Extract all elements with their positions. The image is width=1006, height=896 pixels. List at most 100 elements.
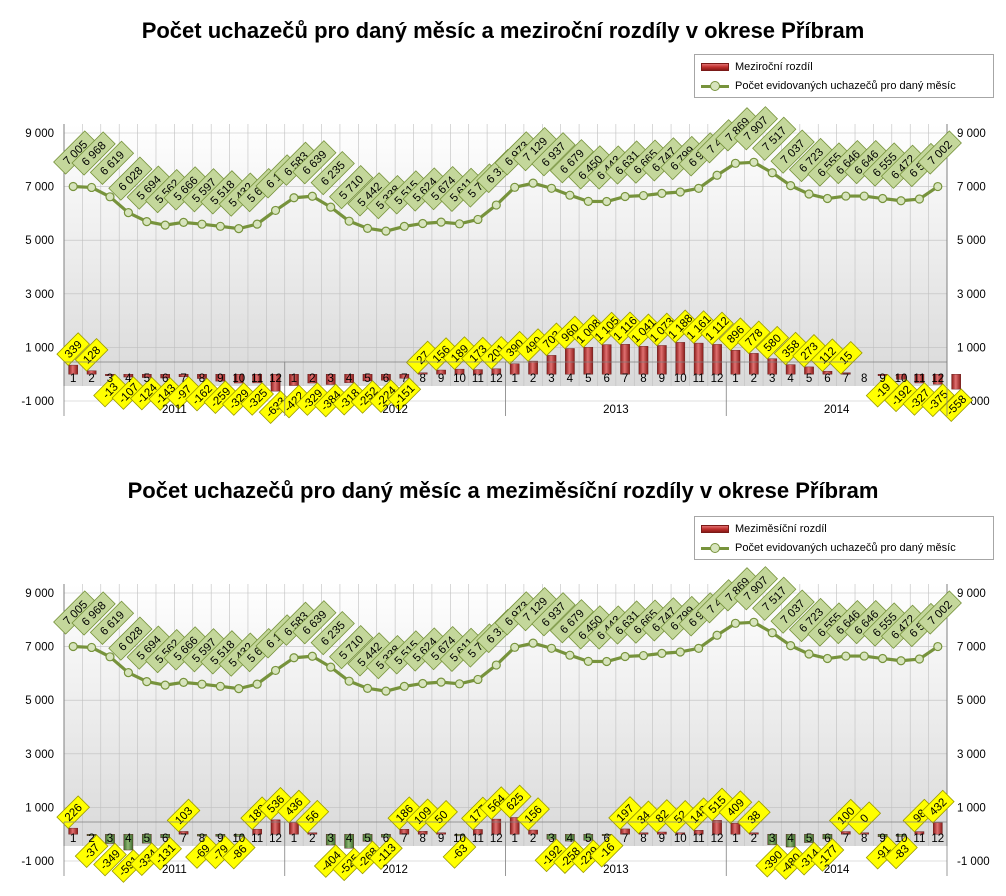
legend-line-label: Počet evidovaných uchazečů pro daný měsí… — [735, 79, 956, 92]
line-point — [142, 217, 152, 227]
x-tick-label-year: 2012 — [382, 404, 408, 416]
line-point — [418, 218, 428, 229]
legend-item-bar: Meziměsíční rozdíl — [701, 519, 987, 538]
line-point — [933, 641, 943, 652]
y-tick-label-right: -1 000 — [957, 856, 990, 868]
line-point — [528, 178, 538, 188]
x-tick-label-month: 2 — [751, 373, 757, 385]
x-tick-label-month: 8 — [640, 833, 646, 845]
x-tick-label-month: 5 — [585, 373, 591, 385]
x-tick-label-month: 12 — [490, 833, 503, 845]
line-point — [68, 181, 78, 192]
line-point — [436, 217, 446, 227]
line-point — [786, 641, 796, 651]
x-tick-label-month: 6 — [162, 833, 168, 845]
bar — [933, 822, 943, 835]
legend-item-bar: Meziroční rozdíl — [701, 57, 987, 76]
x-tick-label-month: 7 — [401, 833, 407, 845]
line-point — [473, 674, 483, 685]
x-tick-label-month: 11 — [913, 833, 925, 845]
bar — [270, 819, 281, 835]
bar — [896, 374, 906, 380]
x-tick-label-month: 9 — [879, 373, 885, 385]
line-point — [491, 200, 501, 210]
bar — [178, 374, 189, 377]
line-point — [381, 686, 391, 696]
line-point — [454, 679, 465, 689]
x-tick-label-month: 7 — [622, 833, 628, 845]
line-point — [86, 642, 97, 653]
line-point — [767, 628, 777, 638]
bar-data-label: -86 — [221, 835, 256, 870]
bar — [841, 831, 851, 835]
bar — [509, 817, 520, 835]
line-point — [583, 196, 593, 206]
line-point — [546, 643, 557, 653]
bar — [877, 834, 888, 837]
bar-data-label: 896 — [718, 317, 753, 352]
x-tick-label-month: 6 — [383, 833, 389, 845]
y-tick-label-left: 3 000 — [25, 749, 54, 761]
y-tick-label-left: 1 000 — [25, 342, 54, 354]
bar — [325, 374, 336, 385]
x-tick-label-month: 3 — [548, 833, 554, 845]
x-tick-label-month: 12 — [269, 833, 282, 845]
x-tick-label-month: 1 — [291, 373, 297, 385]
bar — [160, 374, 170, 379]
chart-title-yearly: Počet uchazečů pro daný měsíc a meziročn… — [141, 18, 865, 43]
bar — [215, 834, 226, 837]
line-point — [344, 216, 354, 226]
line-point — [749, 617, 759, 627]
line-point — [786, 181, 796, 191]
bar — [325, 834, 336, 846]
line-point — [528, 638, 538, 648]
bar — [86, 370, 97, 375]
line-data-label: 6 973 — [494, 131, 539, 176]
line-point — [234, 224, 244, 234]
legend-bar-swatch — [701, 62, 729, 71]
x-tick-label-month: 5 — [364, 833, 370, 845]
bar — [804, 834, 814, 843]
legend-item-line: Počet evidovaných uchazečů pro daný měsí… — [701, 76, 987, 95]
line-point — [252, 679, 262, 689]
x-tick-label-month: 7 — [401, 373, 407, 385]
bar — [381, 374, 391, 381]
line-point — [307, 651, 317, 661]
line-point — [841, 651, 851, 661]
x-tick-label-month: 9 — [217, 833, 223, 845]
x-tick-label-month: 1 — [291, 833, 297, 845]
y-tick-label-right: 3 000 — [957, 289, 986, 301]
line-point — [712, 630, 722, 640]
bar — [123, 834, 134, 851]
line-point — [178, 217, 189, 227]
x-tick-label-month: 2 — [88, 373, 94, 385]
x-tick-label-month: 6 — [162, 373, 168, 385]
x-tick-label-month: 10 — [674, 373, 687, 385]
bar — [233, 374, 244, 384]
bar — [712, 344, 722, 375]
x-tick-label-month: 10 — [674, 833, 687, 845]
line-point — [326, 202, 336, 212]
bar — [436, 369, 446, 375]
bar — [767, 834, 778, 845]
bar — [233, 834, 244, 837]
x-tick-label-year: 2013 — [603, 404, 629, 416]
legend-yearly: Meziroční rozdíl Počet evidovaných uchaz… — [694, 54, 994, 98]
line-point — [602, 656, 612, 667]
line-point — [215, 221, 225, 231]
x-tick-label-month: 3 — [769, 373, 775, 385]
bar — [785, 364, 796, 375]
x-tick-label-month: 12 — [711, 373, 724, 385]
bar — [638, 346, 649, 375]
bar — [657, 831, 667, 835]
x-tick-label-month: 8 — [199, 373, 205, 385]
x-tick-label-month: 3 — [548, 373, 554, 385]
bar — [289, 374, 299, 386]
bar — [417, 831, 428, 835]
line-data-label: 7 037 — [770, 589, 815, 634]
y-tick-label-left: -1 000 — [21, 856, 54, 868]
bar — [141, 834, 152, 844]
line-point — [675, 647, 685, 657]
y-tick-label-right: 1 000 — [957, 342, 986, 354]
bar — [546, 355, 557, 375]
